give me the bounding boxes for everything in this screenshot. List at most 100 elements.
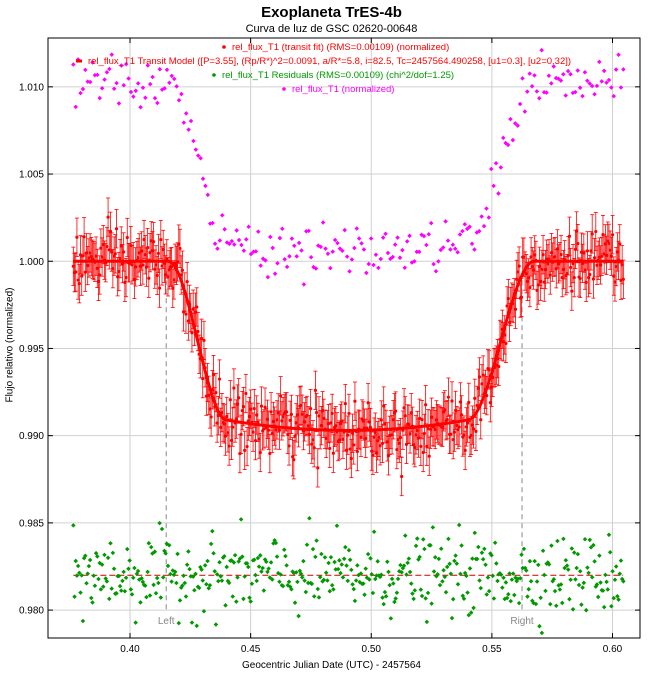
data-point — [520, 76, 525, 81]
data-point — [284, 563, 289, 568]
data-point — [343, 544, 348, 550]
data-point — [156, 580, 161, 586]
data-point — [445, 238, 451, 243]
data-point — [618, 558, 624, 563]
data-point — [80, 86, 86, 92]
data-point — [395, 235, 400, 240]
data-point — [490, 573, 496, 579]
data-point — [176, 97, 182, 103]
data-point — [575, 551, 581, 557]
data-point — [87, 557, 93, 563]
data-point — [147, 81, 153, 87]
data-point — [252, 406, 256, 411]
data-point — [449, 615, 455, 621]
data-point — [321, 577, 327, 583]
data-point — [588, 272, 592, 277]
data-point — [559, 600, 565, 606]
data-point — [424, 619, 430, 625]
data-point — [215, 246, 220, 251]
data-point — [539, 630, 545, 636]
data-point — [553, 603, 559, 608]
data-point — [473, 396, 477, 400]
data-point — [443, 589, 449, 595]
data-point — [120, 578, 125, 584]
data-point — [506, 591, 511, 597]
data-point — [419, 444, 423, 449]
chart-subtitle: Curva de luz de GSC 02620-00648 — [245, 23, 418, 35]
data-point — [582, 537, 588, 542]
data-point — [567, 234, 572, 238]
data-point — [482, 546, 487, 552]
data-point — [126, 566, 131, 572]
data-point — [438, 546, 444, 552]
data-point — [371, 262, 376, 268]
data-point — [558, 582, 564, 587]
data-point — [299, 575, 305, 580]
data-point — [239, 242, 244, 248]
data-point — [327, 588, 333, 594]
data-point — [401, 563, 407, 568]
data-point — [406, 556, 412, 561]
data-point — [210, 528, 215, 534]
data-point — [253, 572, 258, 578]
data-point — [450, 596, 456, 602]
data-point — [111, 566, 117, 572]
data-point — [313, 388, 317, 392]
data-point — [174, 84, 179, 89]
data-point — [416, 249, 422, 255]
data-point — [325, 251, 331, 257]
data-point — [315, 586, 321, 592]
data-point — [160, 575, 166, 580]
data-point — [610, 568, 615, 574]
data-point — [567, 596, 572, 602]
data-point — [582, 69, 588, 75]
data-point — [328, 554, 334, 560]
data-point — [504, 341, 508, 346]
data-point — [200, 176, 206, 182]
data-point — [462, 221, 468, 227]
data-point — [156, 251, 161, 256]
data-point — [373, 252, 379, 258]
axis-ticks: 0.980 0.985 0.990 0.995 1.000 1.005 1.010 0.40 0… — [19, 38, 640, 655]
data-point — [481, 223, 487, 229]
data-point — [574, 565, 579, 571]
data-point — [576, 241, 580, 246]
data-point — [380, 235, 386, 240]
data-point — [262, 427, 266, 431]
data-point — [256, 564, 262, 569]
data-point — [525, 594, 530, 599]
data-point — [122, 589, 128, 594]
data-point — [180, 268, 184, 272]
data-point — [398, 562, 403, 568]
data-point — [559, 252, 563, 257]
legend-swatch — [222, 45, 226, 49]
data-point — [448, 571, 454, 577]
data-point — [279, 394, 283, 398]
data-point — [209, 415, 213, 419]
x-tick-label: 0.60 — [603, 644, 623, 655]
data-point — [223, 603, 228, 608]
data-point — [423, 596, 428, 601]
data-point — [330, 411, 334, 416]
data-point — [193, 147, 199, 152]
data-point — [150, 74, 155, 80]
data-point — [417, 554, 422, 560]
data-point — [164, 67, 170, 73]
data-point — [285, 410, 289, 414]
data-point — [159, 526, 165, 532]
data-point — [368, 425, 373, 430]
data-point — [217, 560, 222, 565]
data-point — [174, 580, 179, 586]
data-point — [543, 588, 548, 594]
data-point — [408, 581, 414, 586]
data-point — [408, 432, 412, 436]
data-point — [353, 399, 357, 403]
data-point — [296, 240, 302, 246]
data-point — [459, 543, 464, 548]
data-point — [97, 95, 103, 101]
data-point — [446, 395, 451, 399]
data-point — [397, 255, 403, 260]
data-point — [371, 529, 377, 535]
data-point — [186, 549, 191, 554]
